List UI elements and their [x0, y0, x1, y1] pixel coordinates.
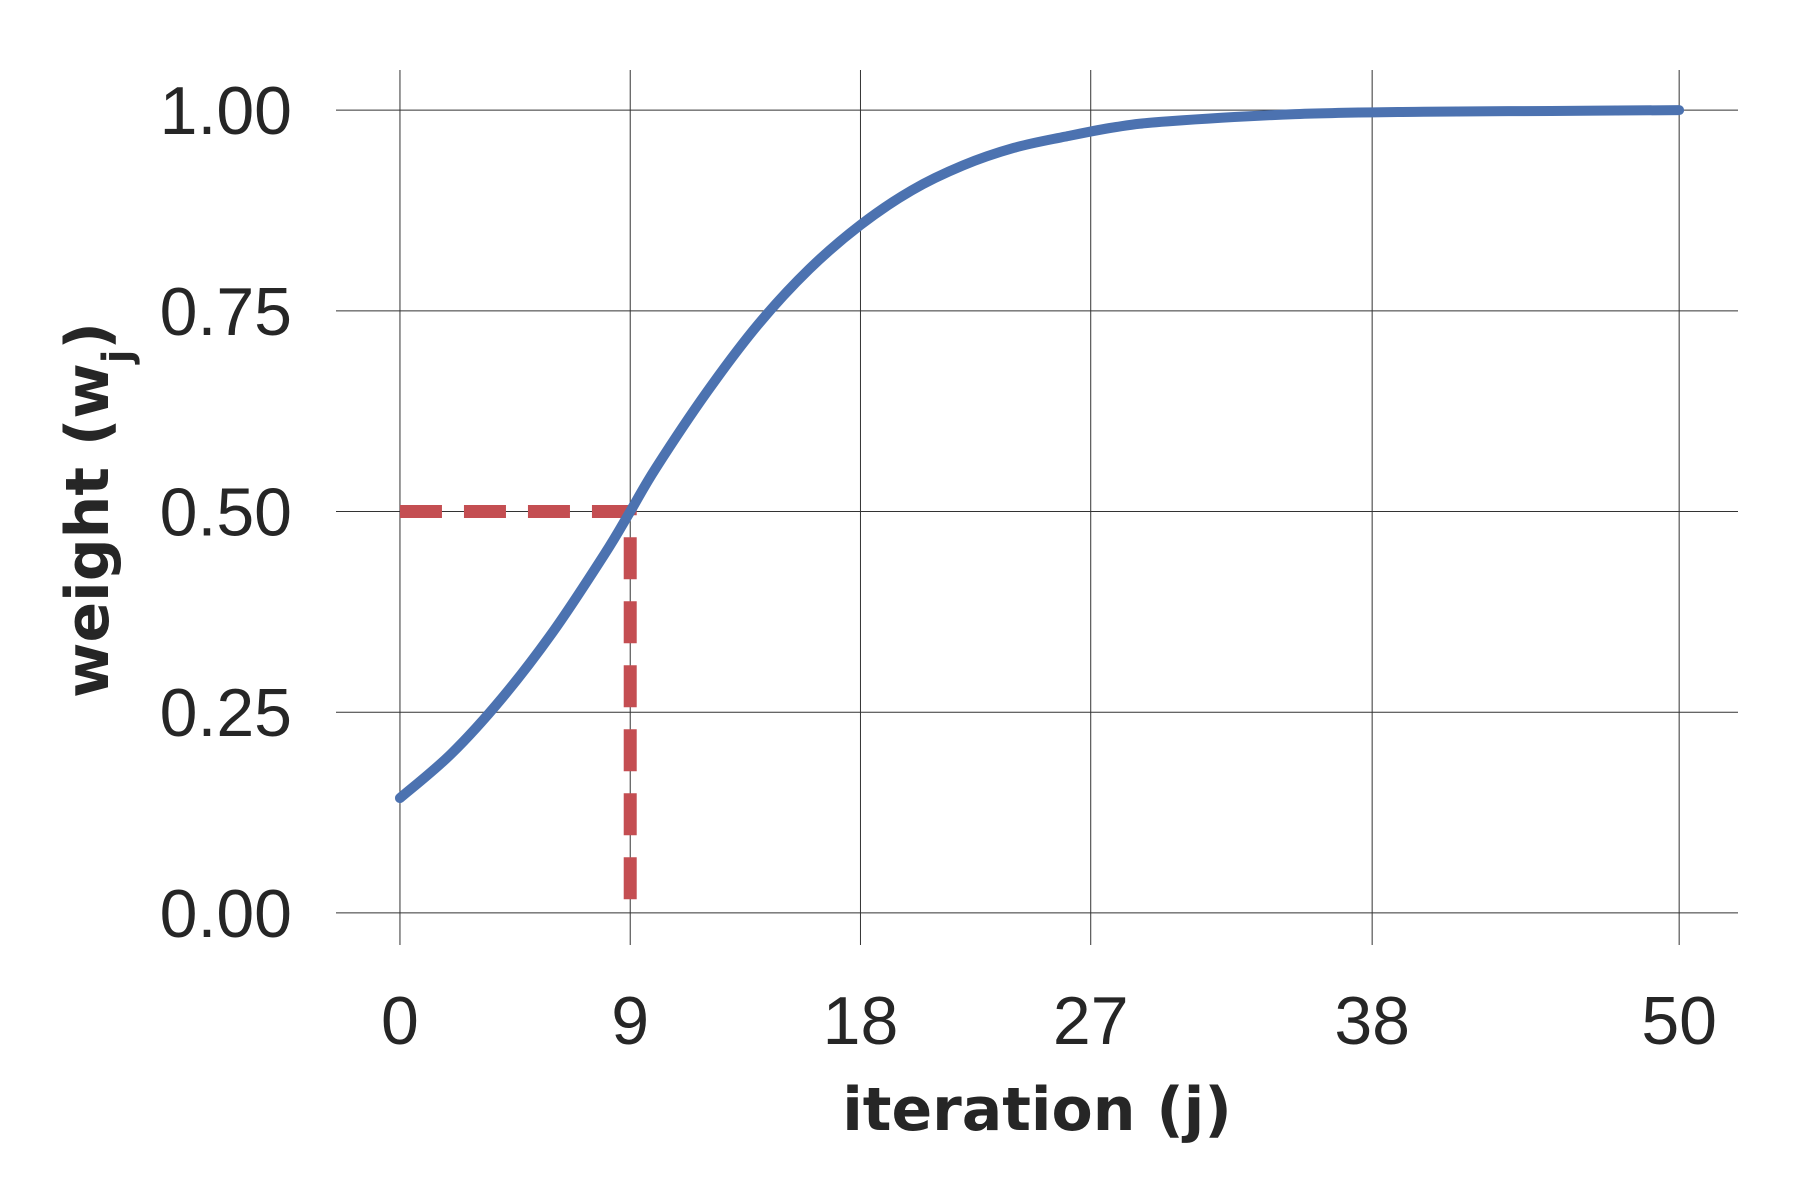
- y-axis-label: weight (wj): [53, 322, 141, 698]
- x-axis-label: iteration (j): [842, 1075, 1232, 1145]
- x-tick-label: 18: [823, 983, 899, 1059]
- y-tick-label: 1.00: [160, 73, 292, 149]
- y-axis-label-subscript: j: [95, 349, 141, 365]
- series-line: [394, 105, 1685, 804]
- y-tick-label: 0.25: [160, 675, 292, 751]
- y-tick-label: 0.00: [160, 876, 292, 952]
- x-tick-label: 38: [1334, 983, 1410, 1059]
- tick-labels: 0.00 0.25 0.50 0.75 1.00 0 9 18 27 38 50: [160, 73, 1717, 1059]
- y-tick-label: 0.75: [160, 274, 292, 350]
- y-tick-label: 0.50: [160, 475, 292, 551]
- x-tick-label: 27: [1053, 983, 1129, 1059]
- y-axis-label-suffix: ): [53, 322, 123, 349]
- x-tick-label: 50: [1641, 983, 1717, 1059]
- y-axis-label-text: weight (w: [53, 363, 123, 698]
- plot-area: [394, 105, 1685, 913]
- x-tick-label: 0: [381, 983, 419, 1059]
- x-tick-label: 9: [611, 983, 649, 1059]
